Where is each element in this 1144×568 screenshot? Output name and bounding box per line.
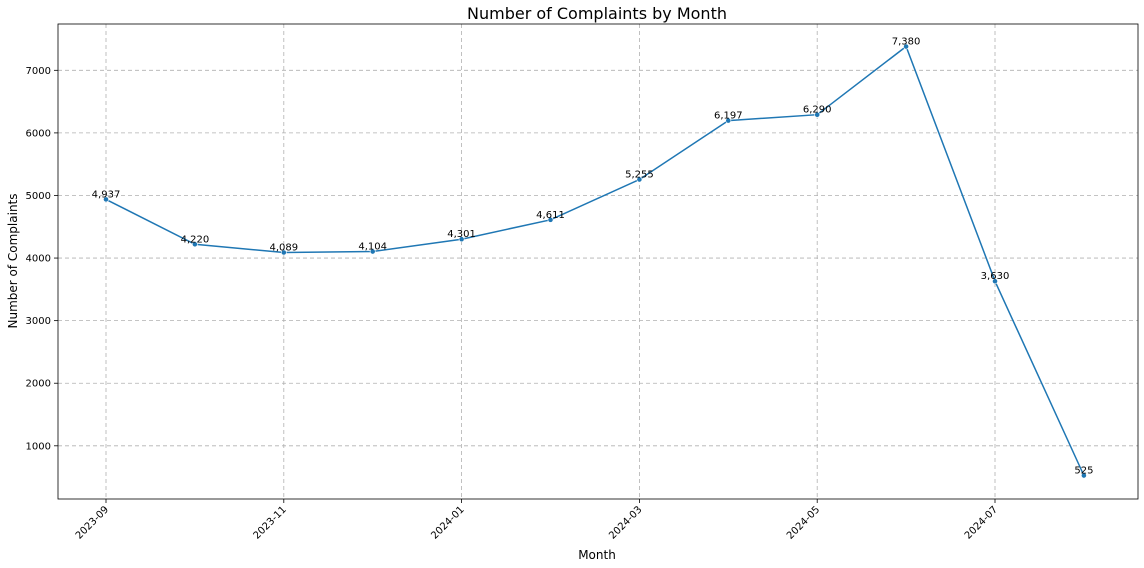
series-line [105,45,1085,476]
x-tick-label: 2023-09 [74,504,111,541]
data-point [992,278,998,285]
x-tick-label: 2024-07 [963,504,1000,541]
data-point [103,196,109,203]
data-point [1081,472,1087,479]
y-tick-label: 3000 [26,316,51,327]
data-label: 4,089 [269,242,298,253]
x-axis-label: Month [578,548,616,562]
data-point [458,236,465,243]
plot-frame [57,23,1139,500]
y-tick-label: 6000 [26,128,51,139]
data-point [725,117,732,124]
data-label: 7,380 [892,37,921,48]
data-label: 6,290 [803,105,832,116]
data-labels: 4,937 4,220 4,089 4,104 4,301 4,611 5,255 6,197… [92,37,1094,477]
data-label: 4,220 [181,234,210,245]
x-tick-label: 2024-05 [785,504,822,541]
data-label: 4,937 [92,189,121,200]
data-label: 4,104 [358,242,387,253]
y-tick-label: 7000 [26,66,51,77]
grid-layer [58,24,1138,499]
data-label: 4,611 [536,210,565,221]
chart-title: Number of Complaints by Month [467,4,727,23]
data-label: 525 [1074,466,1093,477]
x-tick-label: 2024-03 [607,504,644,541]
y-tick-label: 2000 [26,379,51,390]
x-tick-label: 2023-11 [252,504,289,541]
y-tick-label: 1000 [26,441,51,452]
data-point [547,216,554,223]
data-point [369,248,376,255]
x-tick-label: 2024-01 [429,504,466,541]
data-label: 5,255 [625,170,654,181]
x-axis: 2023-09 2023-11 2024-01 2024-03 2024-05 2024-… [74,499,1000,542]
y-tick-label: 4000 [26,254,51,265]
y-axis: 1000 2000 3000 4000 5000 6000 7000 [26,66,58,452]
data-point [636,176,643,183]
data-label: 6,197 [714,111,743,122]
data-point [814,111,821,118]
data-label: 3,630 [981,271,1010,282]
y-axis-label: Number of Complaints [6,193,20,328]
data-point [280,249,287,256]
data-point [191,241,198,248]
data-point [903,43,909,50]
y-tick-label: 5000 [26,191,51,202]
data-label: 4,301 [447,229,476,240]
series-complaints [103,43,1087,479]
